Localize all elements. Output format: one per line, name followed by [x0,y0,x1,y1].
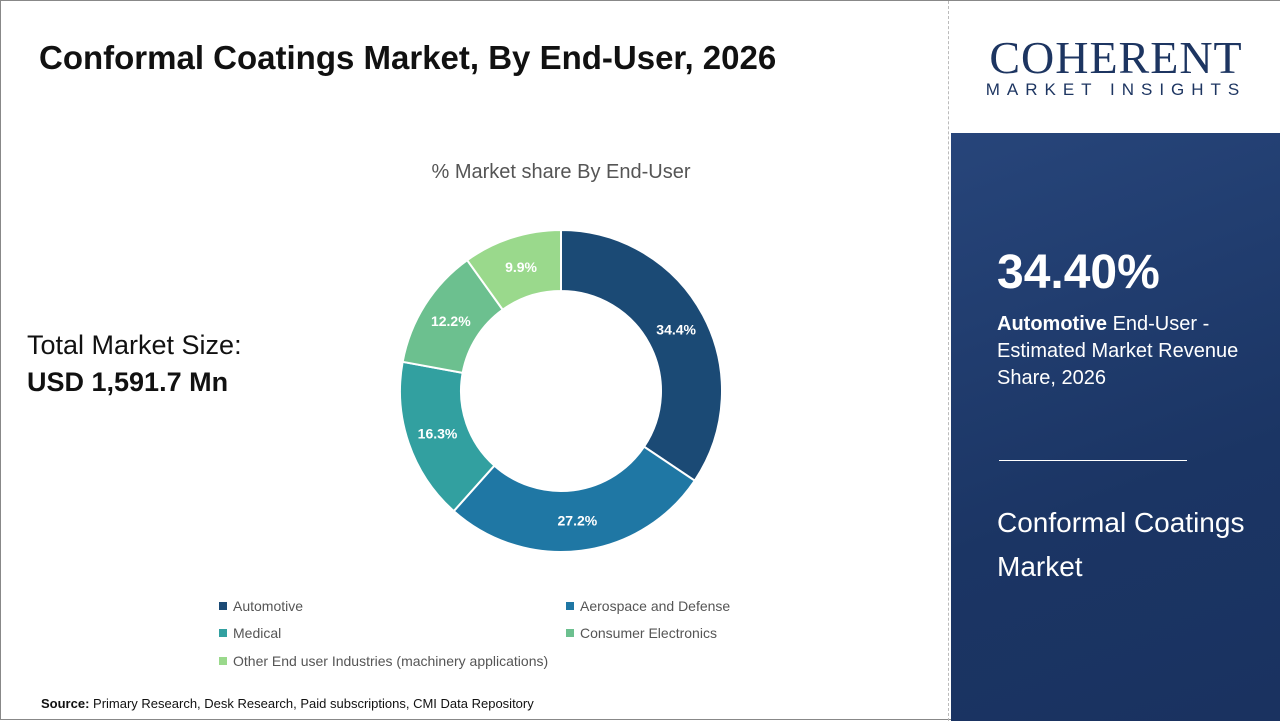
legend-item: Consumer Electronics [566,625,717,641]
page-title: Conformal Coatings Market, By End-User, … [39,39,777,76]
legend-item: Other End user Industries (machinery app… [219,653,548,669]
data-label: 9.9% [505,259,537,275]
legend-swatch [219,602,227,610]
divider [999,460,1187,461]
market-name: Conformal Coatings Market [997,507,1245,582]
legend-item: Automotive [219,598,303,614]
data-label: 16.3% [418,425,458,441]
source-note: Source: Primary Research, Desk Research,… [41,696,534,711]
legend-swatch [219,657,227,665]
legend-swatch [566,602,574,610]
donut-slice [452,445,697,553]
legend-swatch [566,629,574,637]
highlight-panel: 34.40% Automotive End-User - Estimated M… [951,133,1280,721]
data-label: 27.2% [558,512,598,528]
highlight-percent: 34.40% [997,246,1160,299]
logo-sub: MARKET INSIGHTS [985,80,1247,99]
donut-slice [465,228,562,312]
donut-chart: 34.4% 27.2% 16.3% 12.2% 9.9% [399,228,723,553]
data-label: 12.2% [431,313,471,329]
chart-area: Conformal Coatings Market, By End-User, … [1,1,949,721]
legend-item: Medical [219,625,281,641]
data-label: 34.4% [656,322,696,338]
legend-item: Aerospace and Defense [566,598,730,614]
legend-swatch [219,629,227,637]
logo-main: COHERENT [989,32,1243,83]
donut-slice [560,228,723,483]
highlight-description: Automotive End-User - Estimated Market R… [997,313,1239,389]
chart-title: % Market share By End-User [431,161,691,183]
total-label: Total Market Size: [27,330,242,360]
total-market-size: Total Market Size: USD 1,591.7 Mn [27,327,242,401]
total-value: USD 1,591.7 Mn [27,367,229,397]
logo: COHERENT MARKET INSIGHTS [951,1,1280,133]
